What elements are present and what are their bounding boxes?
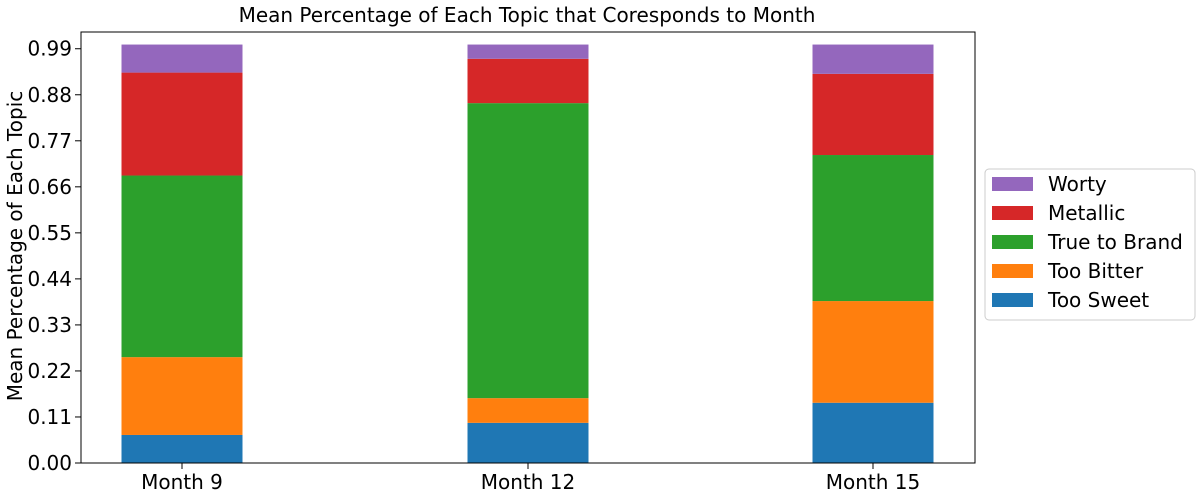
- y-axis-label: Mean Percentage of Each Topic: [3, 91, 27, 402]
- y-axis-ticks: 0.00 0.11 0.22 0.33 0.44 0.55 0.66 0.77 0.88 0.99: [27, 37, 81, 475]
- legend-swatch: [992, 293, 1033, 307]
- bar-segment: [812, 301, 934, 403]
- x-axis-ticks: Month 9 Month 12 Month 15: [141, 463, 920, 494]
- legend-label: Worty: [1048, 172, 1107, 196]
- y-tick-label: 0.44: [27, 267, 72, 291]
- bar-segment: [467, 44, 589, 59]
- x-tick-label: Month 9: [141, 470, 223, 494]
- legend-swatch: [992, 206, 1033, 220]
- chart-title: Mean Percentage of Each Topic that Cores…: [239, 3, 816, 27]
- y-tick-label: 0.99: [27, 37, 72, 61]
- legend-label: Metallic: [1048, 201, 1125, 225]
- y-tick-label: 0.00: [27, 451, 72, 475]
- x-tick-label: Month 12: [481, 470, 576, 494]
- bar-segment: [467, 422, 589, 463]
- legend-swatch: [992, 177, 1033, 191]
- legend-label: Too Sweet: [1047, 288, 1149, 312]
- bar-segment: [812, 73, 934, 156]
- y-tick-label: 0.77: [27, 129, 72, 153]
- bar-segment: [121, 72, 243, 176]
- legend-label: Too Bitter: [1047, 259, 1144, 283]
- bar-segment: [121, 357, 243, 435]
- legend-frame: [984, 168, 1196, 321]
- legend-swatch: [992, 235, 1033, 249]
- bars-layer: [121, 44, 934, 463]
- legend: Worty Metallic True to Brand Too Bitter Too …: [984, 168, 1196, 321]
- y-tick-label: 0.33: [27, 313, 72, 337]
- x-tick-label: Month 15: [826, 470, 921, 494]
- bar-segment: [467, 103, 589, 399]
- y-tick-label: 0.88: [27, 83, 72, 107]
- bar-segment: [812, 402, 934, 463]
- y-tick-label: 0.66: [27, 175, 72, 199]
- y-tick-label: 0.22: [27, 359, 72, 383]
- bar-segment: [812, 44, 934, 74]
- y-tick-label: 0.55: [27, 221, 72, 245]
- bar-segment: [121, 44, 243, 73]
- legend-swatch: [992, 264, 1033, 278]
- bar-segment: [121, 434, 243, 463]
- bar-segment: [467, 58, 589, 104]
- y-tick-label: 0.11: [27, 405, 72, 429]
- legend-label: True to Brand: [1047, 230, 1183, 254]
- bar-segment: [812, 155, 934, 302]
- bar-segment: [121, 175, 243, 358]
- bar-segment: [467, 398, 589, 423]
